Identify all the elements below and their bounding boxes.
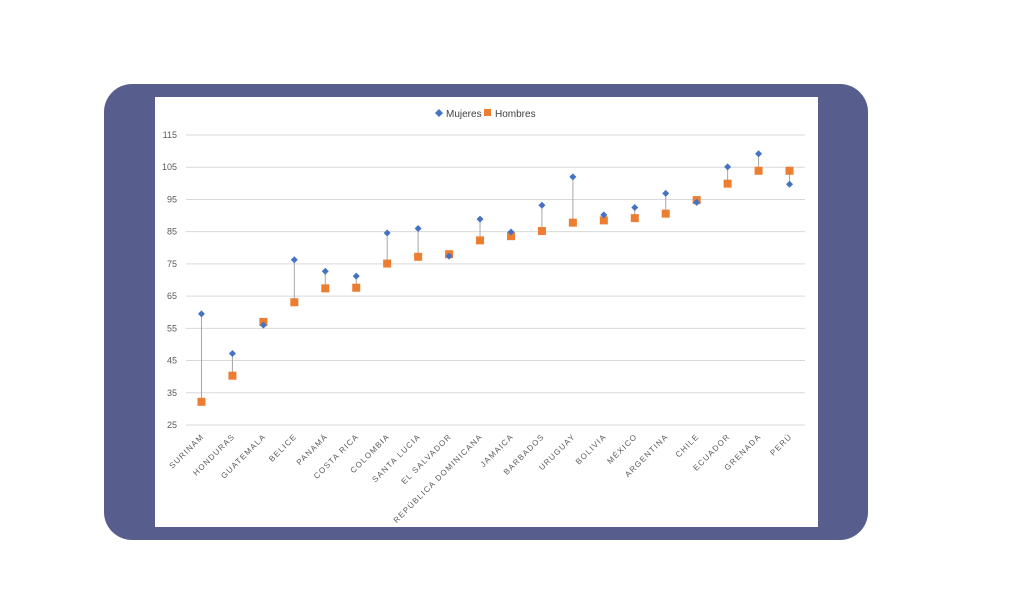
hombres-point [754,166,763,175]
x-tick-label: CHILE [674,432,701,459]
hombres-point [785,166,794,175]
mujeres-point [755,150,763,158]
chart-panel: Mujeres Hombres 25 35 45 55 65 75 85 95 105 115 S… [155,97,818,527]
hombres-point [290,298,299,307]
y-tick-label: 85 [167,227,177,237]
mujeres-point [476,215,484,223]
series-hombres [197,166,794,406]
hombres-point [383,259,392,268]
mujeres-point [538,201,546,209]
mujeres-point [631,204,639,211]
dot-plot-chart: Mujeres Hombres 25 35 45 55 65 75 85 95 105 115 S… [162,109,805,525]
mujeres-point [197,310,205,318]
mujeres-point [507,228,515,236]
y-tick-label: 35 [167,388,177,398]
x-tick-label: BELICE [267,432,299,464]
hombres-point [506,232,515,241]
y-tick-label: 105 [162,162,177,172]
mujeres-point [724,163,732,171]
y-tick-label: 75 [167,259,177,269]
mujeres-point [228,349,236,357]
hombres-point [321,284,330,293]
mujeres-point [290,256,298,264]
legend: Mujeres Hombres [435,109,536,120]
hombres-point [630,214,639,223]
mujeres-point [600,211,608,219]
hombres-point [476,236,485,245]
y-tick-label: 115 [163,130,177,140]
y-tick-label: 55 [167,323,177,333]
hombres-point [352,283,361,292]
y-tick-label: 95 [167,194,177,204]
hombres-point [537,227,546,236]
hombres-point [568,218,577,227]
mujeres-point [786,180,794,188]
hombres-point [661,209,670,218]
mujeres-point [321,267,329,275]
mujeres-point [352,272,360,280]
mujeres-point [259,321,267,329]
mujeres-point [414,224,422,232]
gridlines [186,134,805,426]
y-tick-label: 65 [167,291,177,301]
legend-mujeres-marker [435,109,443,117]
legend-hombres-label: Hombres [495,109,536,120]
legend-mujeres-label: Mujeres [446,109,482,120]
hombres-point [197,397,206,406]
mujeres-point [569,173,577,181]
hombres-point [228,371,237,380]
hombres-point [414,252,423,261]
mujeres-point [662,189,670,197]
mujeres-point [383,229,391,237]
y-axis: 25 35 45 55 65 75 85 95 105 115 [162,130,177,430]
legend-hombres-marker [484,109,491,116]
mujeres-point [445,252,453,260]
y-tick-label: 25 [167,420,177,430]
series-mujeres [197,150,794,357]
x-tick-label: BOLIVIA [574,432,608,466]
hombres-point [723,179,732,188]
hombres-point [599,216,608,225]
x-tick-label: PERÚ [768,432,793,457]
connectors [200,153,791,402]
y-tick-label: 45 [167,356,177,366]
mujeres-point [693,198,701,206]
